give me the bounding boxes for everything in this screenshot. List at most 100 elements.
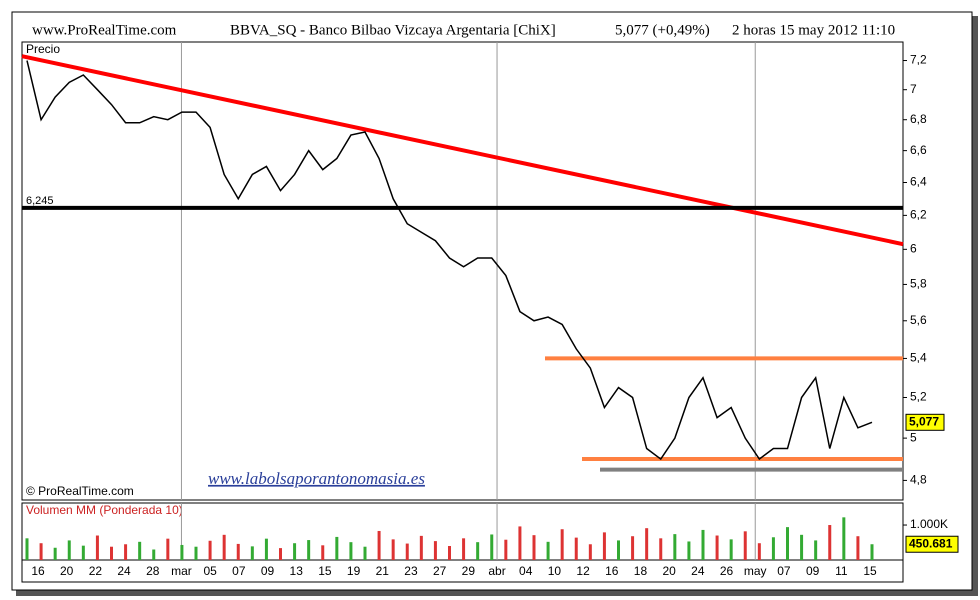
- trendline: [21, 54, 904, 247]
- volume-bar: [701, 529, 705, 560]
- volume-bar: [546, 541, 550, 560]
- y-tick-label: 6: [910, 242, 917, 256]
- x-tick-label: 11: [835, 564, 848, 578]
- volume-bar: [448, 546, 451, 560]
- x-tick-label: 10: [548, 564, 562, 578]
- x-tick-label: 22: [89, 564, 103, 578]
- volume-bar: [771, 537, 775, 560]
- volume-bar: [279, 548, 282, 560]
- x-tick-label: 19: [347, 564, 361, 578]
- volume-bar: [405, 543, 409, 560]
- x-tick-label: 27: [433, 564, 447, 578]
- volume-bar: [124, 544, 128, 560]
- x-tick-label: 16: [31, 564, 45, 578]
- volume-bar: [729, 539, 733, 560]
- volume-bar: [433, 541, 437, 560]
- copyright: © ProRealTime.com: [26, 484, 134, 498]
- volume-bar: [476, 542, 480, 560]
- volume-bar: [67, 540, 71, 560]
- volume-bar: [321, 545, 325, 560]
- volume-bar: [222, 534, 226, 560]
- volume-bar: [757, 543, 761, 560]
- x-tick-label: 09: [261, 564, 275, 578]
- volume-bar: [166, 538, 170, 560]
- y-tick-label: 7,2: [910, 53, 927, 67]
- volume-bar: [631, 536, 635, 560]
- volume-bar: [363, 546, 367, 560]
- volume-bar: [194, 546, 198, 560]
- x-tick-label: 24: [691, 564, 705, 578]
- volume-bar: [504, 539, 508, 560]
- current-volume-label: 450.681: [909, 536, 953, 550]
- x-tick-label: 16: [605, 564, 619, 578]
- volume-bar: [743, 531, 747, 560]
- volume-bar: [95, 535, 99, 560]
- y-tick-label: 6,6: [910, 143, 927, 157]
- x-tick-label: 21: [376, 564, 390, 578]
- current-volume-box: [905, 535, 959, 553]
- volume-bar: [687, 541, 691, 560]
- volume-bar: [715, 535, 719, 560]
- price-line: [26, 60, 873, 461]
- instrument: BBVA_SQ - Banco Bilbao Vizcaya Argentari…: [230, 22, 556, 38]
- y-tick-label: 4,8: [910, 473, 927, 487]
- volume-bar: [786, 527, 789, 560]
- y-tick-label: 7: [910, 82, 917, 96]
- x-tick-label: 15: [318, 564, 332, 578]
- volume-bar: [842, 517, 846, 560]
- volume-bar: [532, 535, 536, 560]
- x-tick-label: 09: [806, 564, 820, 578]
- price-title: Precio: [26, 42, 60, 56]
- volume-bar: [236, 543, 240, 560]
- x-tick-label: 23: [404, 564, 418, 578]
- volume-bar: [673, 534, 677, 560]
- watermark: www.labolsaporantonomasia.es: [208, 469, 425, 488]
- volume-bar: [208, 540, 212, 560]
- y-tick-label: 6,8: [910, 112, 927, 126]
- volume-bar: [180, 544, 184, 560]
- volume-bar: [250, 546, 254, 560]
- volume-bar: [645, 528, 649, 560]
- x-tick-label: 24: [117, 564, 131, 578]
- x-tick-label: 07: [232, 564, 246, 578]
- volume-bar: [856, 536, 860, 560]
- volume-bar: [335, 536, 339, 560]
- volume-bar: [518, 526, 522, 560]
- x-tick-label: mar: [171, 564, 192, 578]
- y-tick-label: 5,8: [910, 277, 927, 291]
- site: www.ProRealTime.com: [32, 22, 177, 38]
- volume-bar: [391, 539, 395, 560]
- x-tick-label: 05: [203, 564, 217, 578]
- y-tick-label: 1.000K: [910, 517, 948, 531]
- volume-bar: [419, 535, 423, 560]
- volume-bar: [617, 540, 620, 560]
- volume-title: Volumen MM (Ponderada 10): [26, 503, 183, 517]
- y-tick-label: 5,6: [910, 313, 927, 327]
- y-tick-label: 5: [910, 430, 917, 444]
- x-tick-label: 07: [777, 564, 791, 578]
- volume-bar: [828, 525, 832, 560]
- x-tick-label: 20: [60, 564, 74, 578]
- volume-bar: [800, 534, 804, 560]
- x-tick-label: abr: [488, 564, 505, 578]
- volume-bar: [574, 537, 578, 560]
- trendline-label: 6,245: [26, 195, 54, 207]
- volume-bar: [377, 530, 381, 560]
- x-tick-label: may: [744, 564, 767, 578]
- x-tick-label: 28: [146, 564, 160, 578]
- volume-bar: [307, 540, 311, 560]
- y-tick-label: 6,2: [910, 208, 927, 222]
- x-tick-label: 15: [863, 564, 877, 578]
- volume-bar: [560, 529, 564, 560]
- x-tick-label: 20: [662, 564, 676, 578]
- volume-bar: [293, 543, 297, 560]
- volume-bar: [81, 545, 85, 560]
- x-tick-label: 13: [290, 564, 304, 578]
- last-price-label: 5,077: [909, 414, 939, 428]
- volume-bar: [349, 542, 353, 560]
- y-tick-label: 5,2: [910, 390, 927, 404]
- y-tick-label: 5,4: [910, 351, 927, 365]
- volume-bar: [138, 541, 142, 560]
